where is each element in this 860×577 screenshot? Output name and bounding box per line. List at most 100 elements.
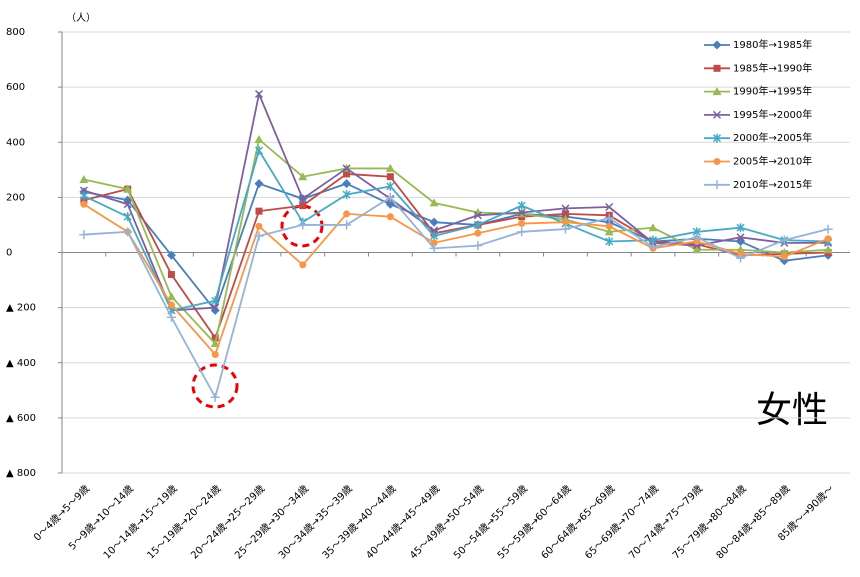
legend-item: 2010年→2015年 bbox=[704, 178, 812, 191]
x-tick-label: 45～49歳→50～54歳 bbox=[407, 483, 486, 562]
series bbox=[79, 192, 833, 402]
point bbox=[80, 200, 88, 208]
point bbox=[430, 231, 439, 241]
series bbox=[79, 146, 833, 315]
y-tick-label: 200 bbox=[6, 192, 25, 203]
point bbox=[429, 243, 439, 253]
highlight-circle bbox=[280, 204, 324, 248]
point bbox=[473, 211, 482, 220]
point bbox=[298, 194, 307, 203]
point bbox=[254, 134, 264, 143]
point bbox=[560, 224, 570, 234]
x-tick-label: 10～14歳→15～19歳 bbox=[101, 483, 180, 562]
point bbox=[605, 202, 614, 212]
point bbox=[210, 392, 220, 402]
point bbox=[517, 208, 526, 217]
legend-label: 1985年→1990年 bbox=[733, 61, 812, 74]
legend-item: 1990年→1995年 bbox=[704, 85, 812, 98]
legend-item: 1985年→1990年 bbox=[704, 61, 812, 74]
legend-item: 1995年→2000年 bbox=[704, 108, 812, 121]
point bbox=[255, 207, 263, 215]
legend-label: 2000年→2005年 bbox=[733, 131, 812, 144]
x-tick-label: 55～59歳→60～64歳 bbox=[495, 483, 574, 562]
point bbox=[823, 224, 833, 234]
point bbox=[386, 181, 395, 191]
unit-label: （人） bbox=[66, 12, 96, 24]
point bbox=[79, 174, 89, 183]
point bbox=[342, 179, 352, 189]
legend-marker bbox=[712, 180, 722, 190]
point bbox=[385, 163, 395, 172]
point bbox=[123, 212, 132, 222]
legend-label: 2010年→2015年 bbox=[733, 178, 812, 191]
point bbox=[299, 202, 307, 210]
point bbox=[254, 146, 264, 156]
legend-item: 2005年→2010年 bbox=[704, 155, 812, 168]
point bbox=[429, 198, 439, 207]
legend-marker bbox=[712, 133, 722, 143]
legend-label: 1980年→1985年 bbox=[733, 38, 812, 51]
point bbox=[736, 233, 745, 242]
line bbox=[83, 203, 829, 357]
point bbox=[123, 184, 133, 193]
y-tick-label: 800 bbox=[6, 27, 25, 38]
point bbox=[692, 245, 702, 254]
point bbox=[343, 170, 351, 178]
point bbox=[123, 227, 133, 237]
point bbox=[386, 213, 394, 221]
point bbox=[779, 235, 789, 245]
point bbox=[211, 334, 219, 342]
x-tick-label: 30～34歳→35～39歳 bbox=[276, 483, 355, 562]
line bbox=[83, 196, 829, 400]
point bbox=[166, 250, 176, 260]
point bbox=[736, 223, 745, 233]
point bbox=[605, 236, 614, 246]
point bbox=[780, 253, 788, 261]
point bbox=[298, 220, 308, 230]
legend-label: 1995年→2000年 bbox=[733, 108, 812, 121]
y-tick-label: ▲ 400 bbox=[6, 358, 36, 369]
y-tick-label: ▲ 800 bbox=[6, 468, 36, 479]
x-tick-label: 60～64歳→65～69歳 bbox=[539, 483, 618, 562]
point bbox=[211, 350, 219, 358]
point bbox=[648, 223, 658, 232]
point bbox=[561, 218, 569, 226]
y-tick-label: 400 bbox=[6, 137, 25, 148]
legend-item: 1980年→1985年 bbox=[704, 38, 812, 51]
line bbox=[83, 173, 829, 340]
point bbox=[605, 222, 613, 230]
point bbox=[167, 301, 175, 309]
point bbox=[473, 220, 482, 230]
point bbox=[518, 220, 526, 228]
point bbox=[385, 192, 395, 202]
series bbox=[79, 89, 833, 315]
y-tick-label: ▲ 200 bbox=[6, 303, 36, 314]
point bbox=[824, 235, 832, 243]
point bbox=[211, 296, 220, 306]
line bbox=[83, 137, 829, 346]
x-tick-label: 20～24歳→25～29歳 bbox=[189, 483, 268, 562]
point bbox=[473, 241, 483, 251]
x-tick-label: 15～19歳→20～24歳 bbox=[145, 483, 224, 562]
x-tick-label: 75～79歳→80～84歳 bbox=[670, 483, 749, 562]
point bbox=[604, 227, 614, 236]
point bbox=[166, 312, 176, 322]
series bbox=[80, 200, 832, 358]
legend-marker bbox=[713, 158, 721, 165]
point bbox=[342, 220, 352, 230]
point bbox=[342, 164, 351, 173]
legend-marker bbox=[713, 64, 721, 72]
line bbox=[83, 90, 829, 312]
point bbox=[79, 230, 89, 240]
point bbox=[167, 271, 175, 279]
x-tick-label: 35～39歳→40～44歳 bbox=[320, 483, 399, 562]
point bbox=[474, 229, 482, 237]
point bbox=[561, 210, 569, 218]
point bbox=[604, 213, 614, 223]
point bbox=[517, 227, 527, 237]
point bbox=[298, 172, 308, 181]
point bbox=[255, 222, 263, 230]
point bbox=[299, 261, 307, 269]
point bbox=[517, 201, 526, 211]
